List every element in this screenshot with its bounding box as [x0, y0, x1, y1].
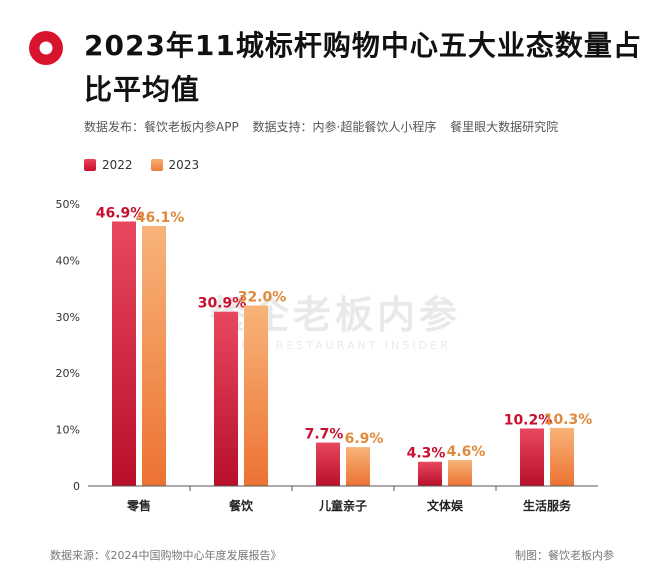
source-publisher: 数据发布：餐饮老板内参APP	[84, 120, 239, 134]
footer-source: 数据来源：《2024中国购物中心年度发展报告》	[50, 549, 282, 562]
y-tick-label: 10%	[56, 424, 80, 437]
y-tick-label: 30%	[56, 311, 80, 324]
data-label-2022-1: 30.9%	[198, 296, 247, 312]
bar-chart: 0 10% 20% 30% 40% 50% 46.9%46.1% 30.9%32.0% 7.7…	[56, 198, 598, 513]
x-axis: 零售 餐饮 儿童亲子 文体娱 生活服务	[88, 485, 598, 513]
y-axis: 0 10% 20% 30% 40% 50%	[56, 198, 80, 493]
logo-icon	[29, 31, 63, 65]
data-label-2022-0: 46.9%	[96, 205, 145, 221]
chart-legend: 2022 2023	[84, 158, 199, 172]
bar-2023-0	[142, 225, 166, 486]
data-label-2023-1: 32.0%	[238, 290, 287, 306]
data-label-2023-0: 46.1%	[136, 210, 185, 226]
bar-2023-3	[448, 460, 472, 486]
data-label-2022-3: 4.3%	[407, 446, 446, 462]
legend-swatch-2023	[150, 159, 163, 171]
bars-group: 46.9%46.1% 30.9%32.0% 7.7% 6.9% 4.3% 4.6% 10.2…	[96, 205, 593, 486]
x-tick-label: 文体娱	[427, 498, 464, 513]
x-tick-label: 生活服务	[523, 498, 572, 513]
y-tick-label: 0	[73, 480, 80, 493]
x-tick-label: 零售	[126, 498, 151, 513]
bar-2023-1	[244, 305, 268, 486]
data-label-2023-4: 10.3%	[544, 412, 593, 428]
chart-title: 2023年11城标杆购物中心五大业态数量占比平均值	[84, 29, 642, 106]
y-tick-label: 50%	[56, 198, 80, 211]
legend-label-2023: 2023	[168, 158, 200, 172]
legend-label-2022: 2022	[102, 158, 133, 172]
bar-2022-0	[112, 221, 136, 486]
legend-item-2023: 2023	[150, 158, 200, 172]
data-label-2023-3: 4.6%	[447, 444, 486, 460]
footer-credit: 制图：餐饮老板内参	[515, 549, 614, 562]
source-support: 数据支持：内参·超能餐饮人小程序	[252, 120, 437, 134]
data-label-2023-2: 6.9%	[345, 431, 384, 447]
data-label-2022-4: 10.2%	[504, 412, 553, 428]
x-tick-label: 餐饮	[229, 498, 254, 513]
legend-item-2022: 2022	[84, 158, 133, 172]
bar-2022-3	[418, 461, 442, 486]
bar-2022-4	[520, 428, 544, 486]
data-source-line: 数据发布：餐饮老板内参APP 数据支持：内参·超能餐饮人小程序 餐里眼大数据研究…	[84, 118, 568, 135]
bar-2023-2	[346, 447, 370, 486]
x-tick-label: 儿童亲子	[318, 498, 367, 513]
data-label-2022-2: 7.7%	[305, 427, 344, 443]
legend-swatch-2022	[84, 159, 96, 171]
y-tick-label: 20%	[56, 367, 80, 380]
y-tick-label: 40%	[56, 254, 80, 267]
bar-2022-1	[214, 311, 238, 486]
source-research: 餐里眼大数据研究院	[450, 120, 559, 134]
bar-2023-4	[550, 427, 574, 486]
bar-2022-2	[316, 442, 340, 486]
